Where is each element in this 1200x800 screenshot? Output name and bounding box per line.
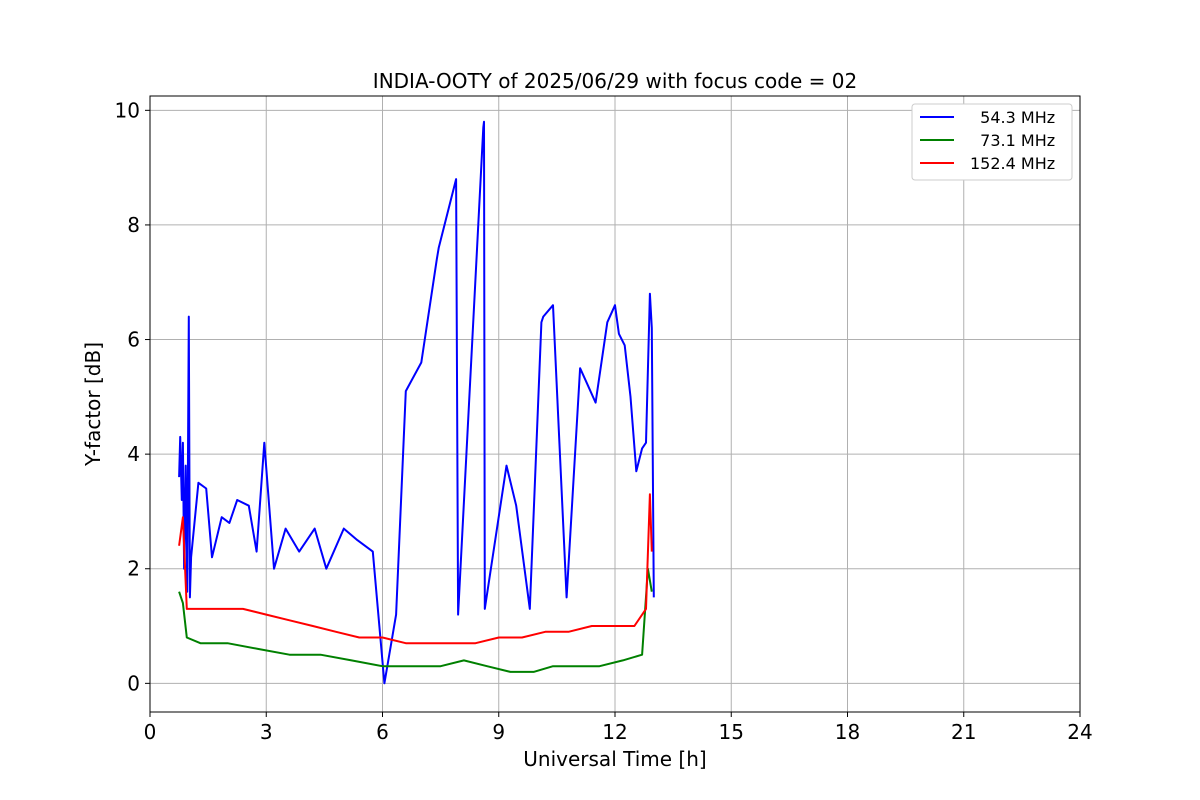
- x-tick-label: 18: [835, 720, 860, 744]
- x-tick-label: 21: [951, 720, 976, 744]
- legend-items: 54.3 MHz 73.1 MHz 152.4 MHz: [920, 108, 1055, 173]
- y-tick-label: 6: [127, 328, 140, 352]
- legend: 54.3 MHz 73.1 MHz 152.4 MHz: [911, 103, 1073, 181]
- x-tick-label: 3: [260, 720, 273, 744]
- x-tick-label: 15: [719, 720, 744, 744]
- y-tick-label: 2: [127, 557, 140, 581]
- series-line-1: [178, 120, 655, 685]
- series-line-3: [178, 493, 653, 645]
- series-line-2: [178, 567, 653, 673]
- legend-label: 152.4 MHz: [970, 154, 1055, 173]
- y-tick-label: 4: [127, 442, 140, 466]
- chart-title: INDIA-OOTY of 2025/06/29 with focus code…: [373, 69, 857, 93]
- x-tick-label: 9: [492, 720, 505, 744]
- x-tick-label: 12: [602, 720, 627, 744]
- y-tick-label: 8: [127, 213, 140, 237]
- y-axis-label: Y-factor [dB]: [81, 342, 105, 467]
- legend-label: 73.1 MHz: [970, 131, 1055, 150]
- legend-label: 54.3 MHz: [970, 108, 1055, 127]
- y-tick-label: 0: [127, 671, 140, 695]
- legend-box: [911, 103, 1073, 181]
- x-tick-label: 24: [1067, 720, 1092, 744]
- series-layer: [178, 120, 655, 685]
- x-tick-label: 0: [144, 720, 157, 744]
- x-axis-label: Universal Time [h]: [523, 747, 706, 771]
- x-tick-label: 6: [376, 720, 389, 744]
- y-tick-label: 10: [115, 98, 140, 122]
